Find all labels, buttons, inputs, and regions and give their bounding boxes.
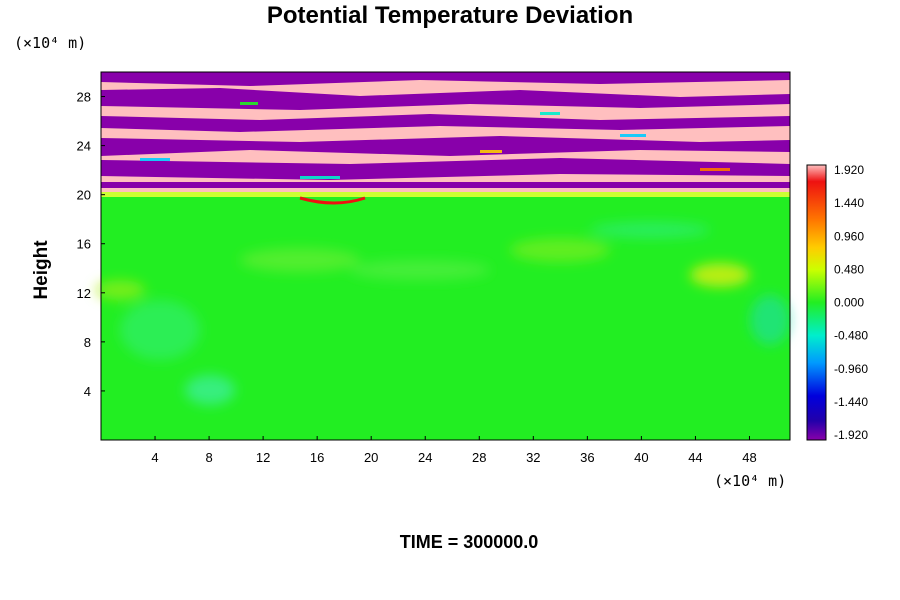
red-ridge [299, 196, 366, 205]
y-axis-ticks: 4 8 12 16 20 24 28 [77, 90, 105, 399]
colorbar-tick-label: 0.960 [834, 229, 864, 243]
x-axis-unit: (×10⁴ m) [714, 472, 787, 490]
colorbar-tick-label: 0.480 [834, 262, 864, 276]
x-tick-label: 32 [526, 450, 540, 465]
x-tick-label: 36 [580, 450, 594, 465]
y-tick-label: 24 [77, 139, 91, 154]
colorbar-tick-label: 1.440 [834, 196, 864, 210]
x-tick-label: 16 [310, 450, 324, 465]
colorbar-ticks: 1.920 1.440 0.960 0.480 0.000 -0.480 -0.960 -1.… [834, 163, 868, 442]
x-tick-label: 48 [742, 450, 756, 465]
plot-area [95, 71, 791, 441]
x-tick-label: 4 [151, 450, 158, 465]
plot-border [100, 71, 791, 441]
colorbar-tick-label: -0.480 [834, 329, 868, 343]
band-purple-3 [101, 114, 790, 132]
colorbar-tick-label: -1.920 [834, 428, 868, 442]
colorbar-tick-label: 1.920 [834, 163, 864, 177]
y-axis-unit: (×10⁴ m) [14, 34, 87, 52]
x-axis-ticks: 4 8 12 16 20 24 28 32 36 40 44 48 [151, 436, 757, 465]
time-annotation: TIME = 300000.0 [399, 532, 539, 552]
colorbar-tick-label: 0.000 [834, 296, 864, 310]
band-purple-5 [101, 158, 790, 180]
x-tick-label: 24 [418, 450, 432, 465]
x-tick-label: 12 [256, 450, 270, 465]
band-noise [140, 102, 730, 179]
band-purple-2 [101, 88, 790, 110]
x-tick-label: 28 [472, 450, 486, 465]
colorbar: 1.920 1.440 0.960 0.480 0.000 -0.480 -0.960 -1.… [806, 163, 868, 442]
colorbar-tick-label: -1.440 [834, 395, 868, 409]
band-transition [101, 190, 790, 197]
x-tick-label: 8 [205, 450, 212, 465]
x-tick-label: 20 [364, 450, 378, 465]
colorbar-gradient [806, 164, 827, 441]
band-purple-1 [101, 72, 790, 86]
chart-title: Potential Temperature Deviation [266, 2, 634, 29]
y-tick-label: 16 [77, 237, 91, 252]
y-tick-label: 8 [84, 335, 91, 350]
band-purple-6 [101, 182, 790, 188]
y-tick-label: 4 [84, 384, 91, 399]
y-tick-label: 28 [77, 90, 91, 105]
x-tick-label: 40 [634, 450, 648, 465]
y-tick-label: 12 [77, 286, 91, 301]
colorbar-tick-label: -0.960 [834, 362, 868, 376]
y-tick-label: 20 [77, 188, 91, 203]
x-tick-label: 44 [688, 450, 702, 465]
band-purple-4 [101, 136, 790, 156]
field-texture [95, 222, 790, 405]
